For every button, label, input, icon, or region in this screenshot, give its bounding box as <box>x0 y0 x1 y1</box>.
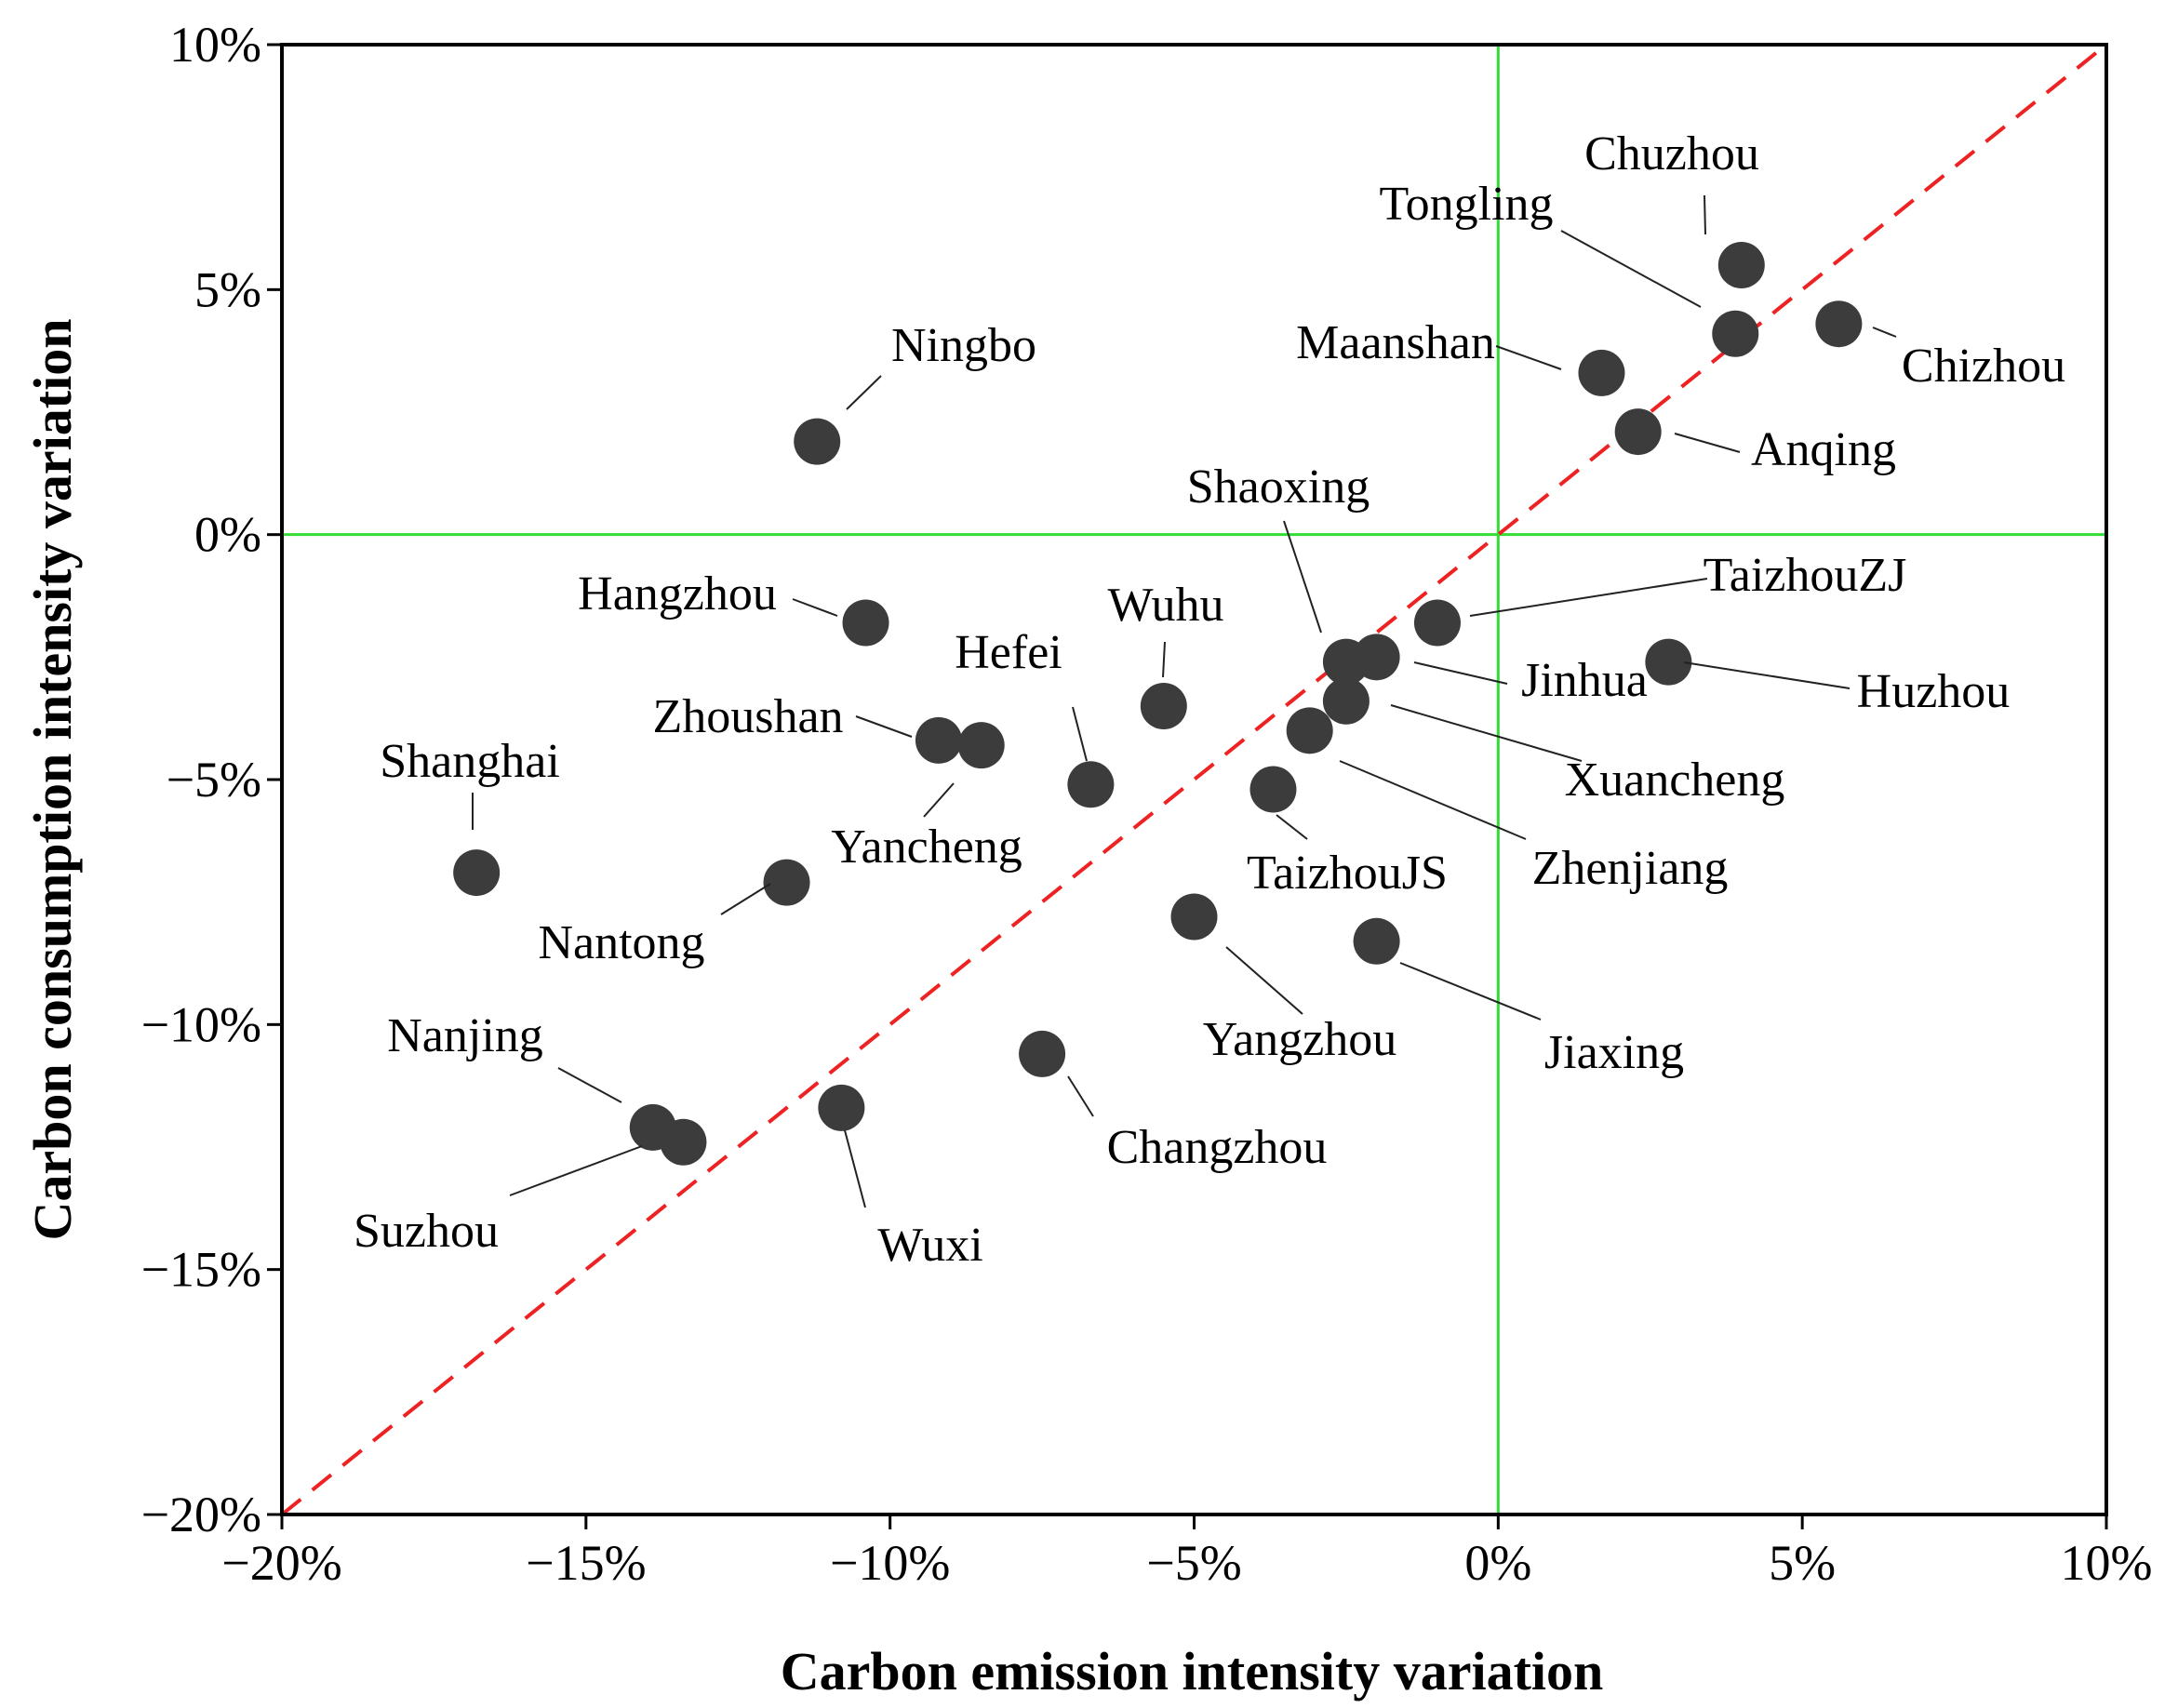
data-point <box>957 722 1005 769</box>
leader-line <box>1413 661 1508 685</box>
y-tick-label: 5% <box>194 261 261 317</box>
point-label: Ningbo <box>891 319 1036 372</box>
leader-line <box>1283 520 1322 634</box>
data-point <box>1717 242 1765 288</box>
x-tick-label: 0% <box>1464 1535 1531 1591</box>
point-label: Nantong <box>538 916 704 969</box>
leader-line <box>1072 706 1088 762</box>
label-leader-lines <box>472 194 1897 1208</box>
point-label: Anqing <box>1751 423 1896 476</box>
leader-line <box>1495 345 1562 370</box>
x-axis-ticks: −20% −15% −10% −5% 0% 5% 10% <box>221 1515 2152 1591</box>
point-label: Nanjing <box>387 1009 543 1062</box>
leader-line <box>1225 946 1303 1015</box>
point-label: Xuancheng <box>1565 754 1785 807</box>
data-point <box>818 1084 865 1131</box>
data-point <box>1578 349 1625 396</box>
data-point <box>453 849 501 897</box>
leader-line <box>1399 962 1542 1021</box>
leader-line <box>792 598 838 617</box>
y-tick-label: 0% <box>194 507 261 563</box>
point-label: Zhoushan <box>652 690 843 743</box>
data-point <box>1815 300 1863 348</box>
leader-line <box>846 375 882 410</box>
leader-line <box>557 1067 622 1103</box>
point-label: Shaoxing <box>1187 460 1370 514</box>
point-label: Hefei <box>955 626 1062 679</box>
point-label: Shanghai <box>380 735 560 788</box>
leader-line <box>1872 327 1897 338</box>
data-point <box>1614 408 1662 456</box>
data-point <box>1645 638 1692 686</box>
data-point <box>1249 766 1297 813</box>
point-labels: Chuzhou Tongling Chizhou Maanshan Anqing Ning… <box>354 127 2065 1272</box>
point-label: Yangzhou <box>1203 1013 1397 1066</box>
point-label: Changzhou <box>1107 1121 1328 1174</box>
point-label: Yancheng <box>831 821 1022 874</box>
y-tick-label: −15% <box>141 1242 261 1298</box>
x-tick-label: −5% <box>1146 1535 1241 1591</box>
x-tick-label: −10% <box>830 1535 950 1591</box>
data-point <box>1353 634 1400 681</box>
y-tick-label: −10% <box>141 996 261 1052</box>
leader-line <box>1339 760 1527 840</box>
leader-line <box>1390 704 1583 762</box>
point-label: Jinhua <box>1521 654 1648 707</box>
data-point <box>1322 677 1370 725</box>
point-label: TaizhouJS <box>1247 847 1448 900</box>
point-label: Tongling <box>1379 178 1553 231</box>
x-tick-label: −20% <box>221 1535 341 1591</box>
leader-line <box>509 1145 643 1196</box>
point-label: Wuxi <box>877 1219 982 1272</box>
leader-line <box>844 1129 866 1208</box>
point-label: Hangzhou <box>578 567 777 620</box>
point-label: Maanshan <box>1296 316 1495 369</box>
point-label: Chizhou <box>1902 340 2065 393</box>
point-label: Suzhou <box>354 1205 499 1258</box>
y-axis-ticks: −20% −15% −10% −5% 0% 5% 10% <box>141 17 282 1542</box>
x-tick-label: 5% <box>1769 1535 1836 1591</box>
leader-line <box>855 715 913 738</box>
data-point <box>660 1118 707 1166</box>
reference-lines <box>280 43 2108 1516</box>
x-tick-label: −15% <box>526 1535 646 1591</box>
data-point <box>1353 917 1400 965</box>
point-label: Huzhou <box>1857 665 2011 718</box>
data-point <box>915 716 962 764</box>
data-point <box>794 418 841 465</box>
data-point <box>1140 683 1187 729</box>
leader-line <box>1067 1075 1094 1117</box>
data-point <box>1712 310 1759 357</box>
data-point <box>842 599 889 647</box>
data-point <box>1067 761 1115 808</box>
data-point <box>1019 1030 1066 1077</box>
y-axis-title: Carbon consumption intensity variation <box>22 319 83 1241</box>
point-label: Zhenjiang <box>1532 842 1729 895</box>
point-label: Chuzhou <box>1584 127 1759 180</box>
leader-line <box>1674 433 1741 453</box>
y-tick-label: 10% <box>169 17 261 73</box>
leader-line <box>720 883 771 915</box>
data-point <box>1413 599 1461 647</box>
data-point <box>1170 893 1218 941</box>
leader-line <box>923 782 955 818</box>
leader-line <box>1162 641 1166 678</box>
y-tick-label: −5% <box>167 752 261 807</box>
leader-line <box>1683 661 1851 689</box>
point-label: Wuhu <box>1108 579 1224 632</box>
y-tick-label: −20% <box>141 1487 261 1542</box>
point-label: Jiaxing <box>1544 1026 1684 1079</box>
leader-line <box>1704 194 1706 235</box>
x-tick-label: 10% <box>2061 1535 2153 1591</box>
x-axis-title: Carbon emission intensity variation <box>781 1641 1604 1701</box>
point-label: TaizhouZJ <box>1704 549 1907 602</box>
data-point <box>763 859 810 906</box>
data-points <box>453 242 1863 1166</box>
data-point <box>1286 707 1333 754</box>
leader-line <box>1469 578 1708 617</box>
leader-line <box>1560 230 1702 308</box>
leader-line <box>1276 814 1308 840</box>
